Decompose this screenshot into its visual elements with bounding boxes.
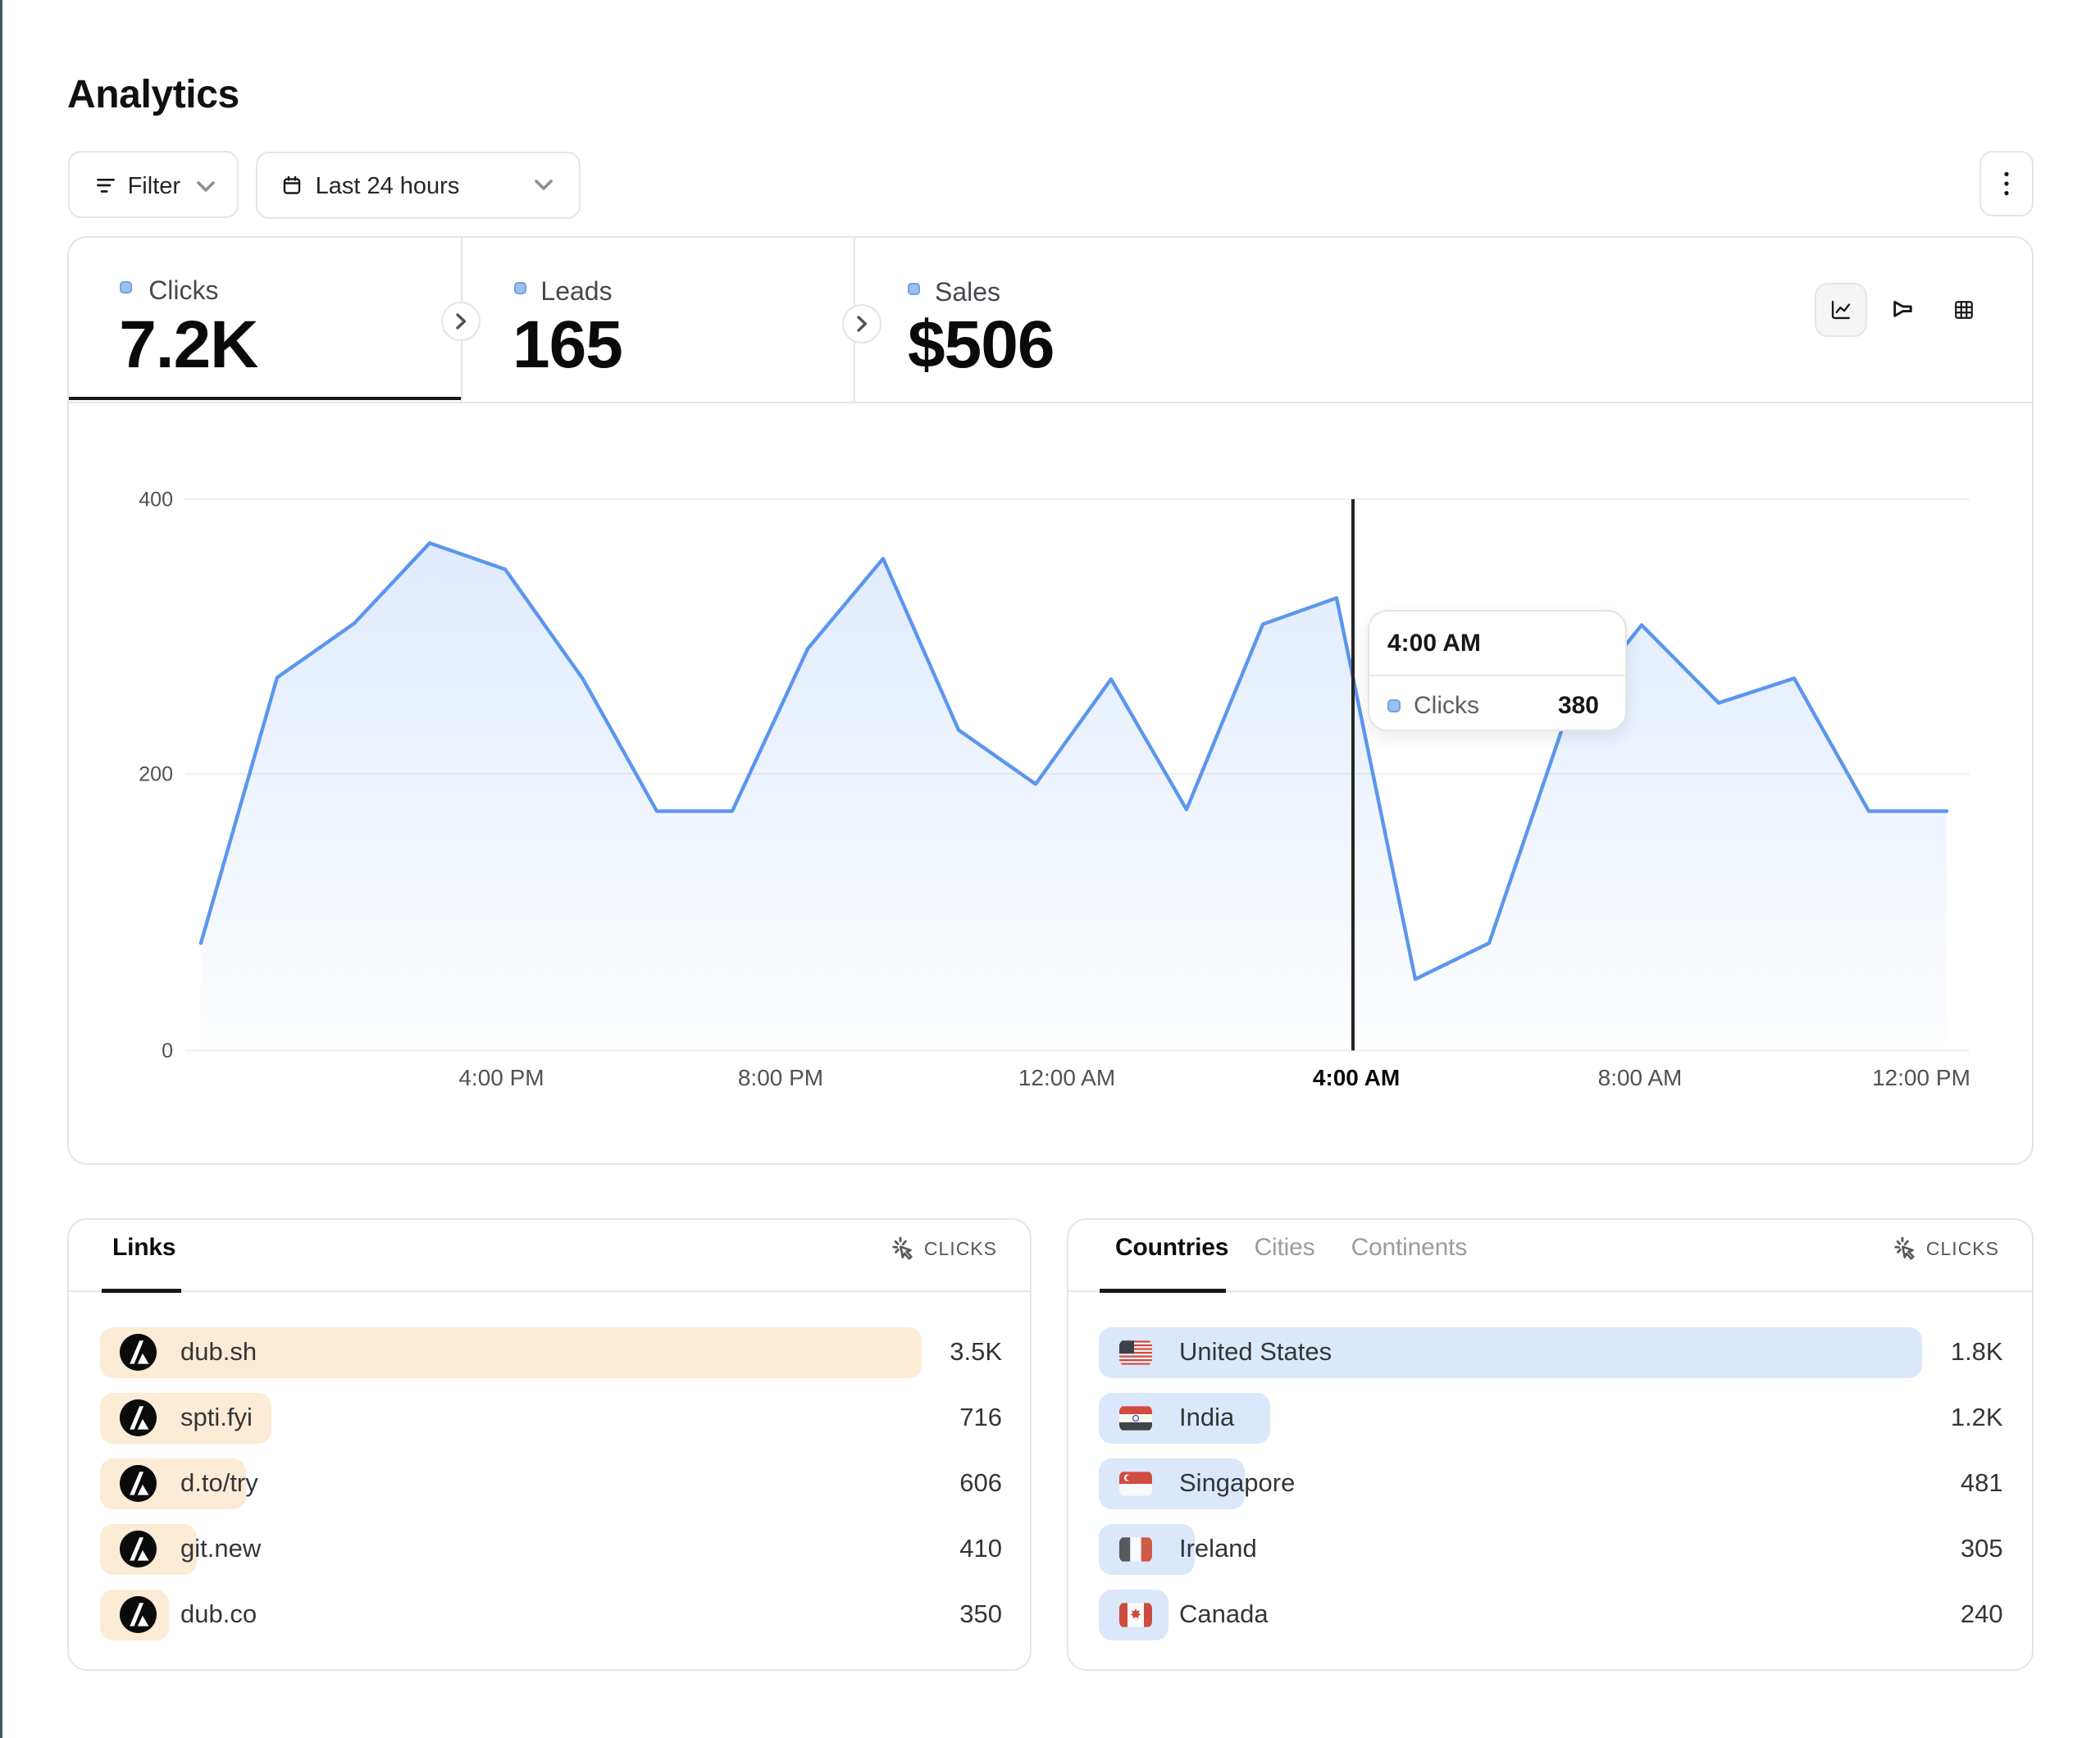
svg-text:12:00 PM: 12:00 PM — [1872, 1065, 1970, 1090]
svg-text:8:00 AM: 8:00 AM — [1598, 1065, 1683, 1090]
svg-text:0: 0 — [162, 1039, 173, 1062]
svg-text:200: 200 — [139, 762, 173, 785]
svg-text:4:00 AM: 4:00 AM — [1313, 1065, 1400, 1090]
svg-text:4:00 PM: 4:00 PM — [458, 1065, 544, 1090]
svg-text:12:00 AM: 12:00 AM — [1018, 1065, 1115, 1090]
svg-text:400: 400 — [139, 488, 173, 511]
svg-text:8:00 PM: 8:00 PM — [738, 1065, 823, 1090]
